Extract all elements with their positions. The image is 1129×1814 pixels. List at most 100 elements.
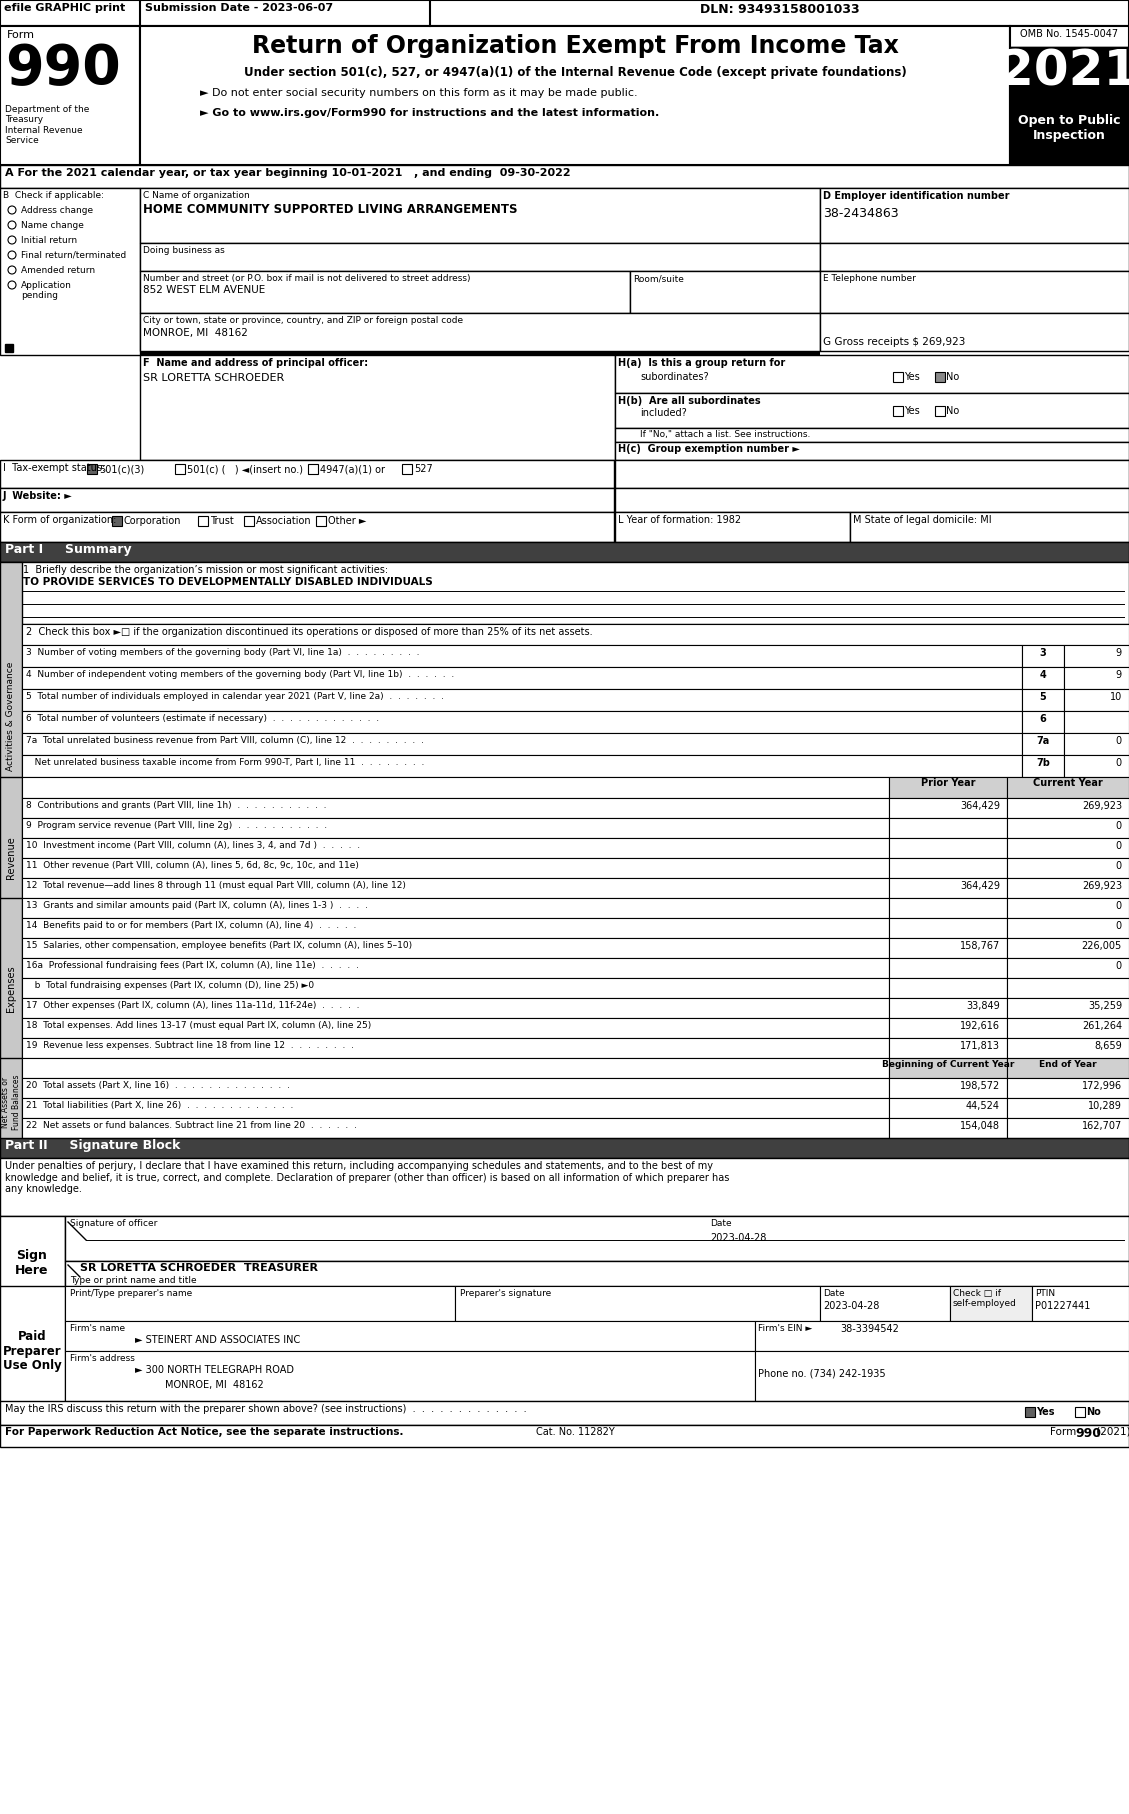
Text: No: No: [946, 406, 960, 415]
Text: Firm's name: Firm's name: [70, 1324, 125, 1333]
Text: 21  Total liabilities (Part X, line 26)  .  .  .  .  .  .  .  .  .  .  .  .  .: 21 Total liabilities (Part X, line 26) .…: [26, 1101, 294, 1110]
Bar: [889, 798, 1007, 818]
Text: 22  Net assets or fund balances. Subtract line 21 from line 20  .  .  .  .  .  .: 22 Net assets or fund balances. Subtract…: [26, 1121, 357, 1130]
Text: 6  Total number of volunteers (estimate if necessary)  .  .  .  .  .  .  .  .  .: 6 Total number of volunteers (estimate i…: [26, 715, 379, 724]
Bar: [1022, 646, 1064, 668]
Text: 198,572: 198,572: [960, 1081, 1000, 1090]
Bar: [21, 1018, 889, 1038]
Text: 364,429: 364,429: [960, 802, 1000, 811]
Text: 501(c) (   ) ◄(insert no.): 501(c) ( ) ◄(insert no.): [187, 464, 303, 473]
Text: 269,923: 269,923: [1082, 802, 1122, 811]
Text: Form: Form: [7, 31, 35, 40]
Text: B  Check if applicable:: B Check if applicable:: [3, 190, 104, 200]
Bar: [0, 1157, 1129, 1215]
Text: ► Do not enter social security numbers on this form as it may be made public.: ► Do not enter social security numbers o…: [200, 89, 638, 98]
Bar: [1075, 1408, 1085, 1417]
Text: M State of legal domicile: MI: M State of legal domicile: MI: [854, 515, 991, 524]
Bar: [316, 515, 326, 526]
Bar: [889, 998, 1007, 1018]
Bar: [21, 646, 1022, 668]
Text: subordinates?: subordinates?: [640, 372, 709, 383]
Text: Firm's address: Firm's address: [70, 1353, 134, 1362]
Text: 20  Total assets (Part X, line 16)  .  .  .  .  .  .  .  .  .  .  .  .  .  .: 20 Total assets (Part X, line 16) . . . …: [26, 1081, 290, 1090]
Bar: [889, 958, 1007, 978]
Bar: [1007, 998, 1129, 1018]
Bar: [87, 464, 97, 473]
Text: No: No: [1086, 1408, 1101, 1417]
Text: (2021): (2021): [1093, 1428, 1129, 1437]
Bar: [21, 798, 889, 818]
Text: 172,996: 172,996: [1082, 1081, 1122, 1090]
Bar: [1022, 733, 1064, 755]
Text: SR LORETTA SCHROEDER: SR LORETTA SCHROEDER: [143, 374, 285, 383]
Bar: [893, 406, 903, 415]
Bar: [5, 345, 14, 352]
Text: 12  Total revenue—add lines 8 through 11 (must equal Part VIII, column (A), line: 12 Total revenue—add lines 8 through 11 …: [26, 882, 405, 891]
Bar: [0, 562, 21, 871]
Text: E Telephone number: E Telephone number: [823, 274, 916, 283]
Bar: [21, 1117, 889, 1137]
Bar: [244, 515, 254, 526]
Text: Yes: Yes: [904, 406, 920, 415]
Bar: [0, 1215, 65, 1312]
Bar: [65, 1215, 1129, 1261]
Text: 0: 0: [1115, 736, 1122, 746]
Text: SR LORETTA SCHROEDER  TREASURER: SR LORETTA SCHROEDER TREASURER: [80, 1263, 318, 1273]
Bar: [21, 918, 889, 938]
Bar: [1007, 978, 1129, 998]
Bar: [21, 711, 1022, 733]
Text: Corporation: Corporation: [124, 515, 182, 526]
Bar: [65, 1351, 755, 1400]
Text: Number and street (or P.O. box if mail is not delivered to street address): Number and street (or P.O. box if mail i…: [143, 274, 471, 283]
Bar: [21, 838, 889, 858]
Text: Association: Association: [256, 515, 312, 526]
Bar: [21, 1097, 889, 1117]
Bar: [21, 1038, 889, 1058]
Text: Other ►: Other ►: [329, 515, 367, 526]
Bar: [0, 461, 614, 488]
Text: 261,264: 261,264: [1082, 1021, 1122, 1030]
Bar: [615, 443, 1129, 461]
Bar: [0, 1137, 1129, 1157]
Text: Activities & Governance: Activities & Governance: [7, 662, 16, 771]
Text: HOME COMMUNITY SUPPORTED LIVING ARRANGEMENTS: HOME COMMUNITY SUPPORTED LIVING ARRANGEM…: [143, 203, 517, 216]
Text: Return of Organization Exempt From Income Tax: Return of Organization Exempt From Incom…: [252, 34, 899, 58]
Bar: [889, 818, 1007, 838]
Bar: [21, 624, 1129, 646]
Bar: [140, 25, 1010, 165]
Bar: [615, 488, 1129, 512]
Text: Name change: Name change: [21, 221, 84, 230]
Text: 14  Benefits paid to or for members (Part IX, column (A), line 4)  .  .  .  .  .: 14 Benefits paid to or for members (Part…: [26, 922, 357, 931]
Text: 44,524: 44,524: [966, 1101, 1000, 1110]
Bar: [889, 838, 1007, 858]
Bar: [615, 394, 1129, 428]
Bar: [21, 978, 889, 998]
Text: 2  Check this box ►□ if the organization discontinued its operations or disposed: 2 Check this box ►□ if the organization …: [26, 628, 593, 637]
Text: 364,429: 364,429: [960, 882, 1000, 891]
Text: 269,923: 269,923: [1082, 882, 1122, 891]
Text: 1  Briefly describe the organization’s mission or most significant activities:: 1 Briefly describe the organization’s mi…: [23, 564, 388, 575]
Bar: [1064, 646, 1129, 668]
Text: G Gross receipts $ 269,923: G Gross receipts $ 269,923: [823, 337, 965, 346]
Bar: [0, 1058, 21, 1146]
Bar: [0, 512, 614, 542]
Bar: [0, 1426, 1129, 1448]
Bar: [889, 1058, 1007, 1078]
Text: May the IRS discuss this return with the preparer shown above? (see instructions: May the IRS discuss this return with the…: [5, 1404, 526, 1413]
Text: Room/suite: Room/suite: [633, 274, 684, 283]
Bar: [21, 689, 1022, 711]
Bar: [1007, 798, 1129, 818]
Text: 162,707: 162,707: [1082, 1121, 1122, 1130]
Text: K Form of organization:: K Form of organization:: [3, 515, 116, 524]
Text: 8,659: 8,659: [1094, 1041, 1122, 1050]
Text: End of Year: End of Year: [1039, 1059, 1096, 1068]
Bar: [1010, 47, 1129, 112]
Text: For Paperwork Reduction Act Notice, see the separate instructions.: For Paperwork Reduction Act Notice, see …: [5, 1428, 403, 1437]
Bar: [21, 998, 889, 1018]
Bar: [1022, 689, 1064, 711]
Text: 990: 990: [5, 42, 121, 96]
Text: Cat. No. 11282Y: Cat. No. 11282Y: [535, 1428, 614, 1437]
Bar: [21, 958, 889, 978]
Text: ► STEINERT AND ASSOCIATES INC: ► STEINERT AND ASSOCIATES INC: [135, 1335, 300, 1344]
Text: Type or print name and title: Type or print name and title: [70, 1275, 196, 1284]
